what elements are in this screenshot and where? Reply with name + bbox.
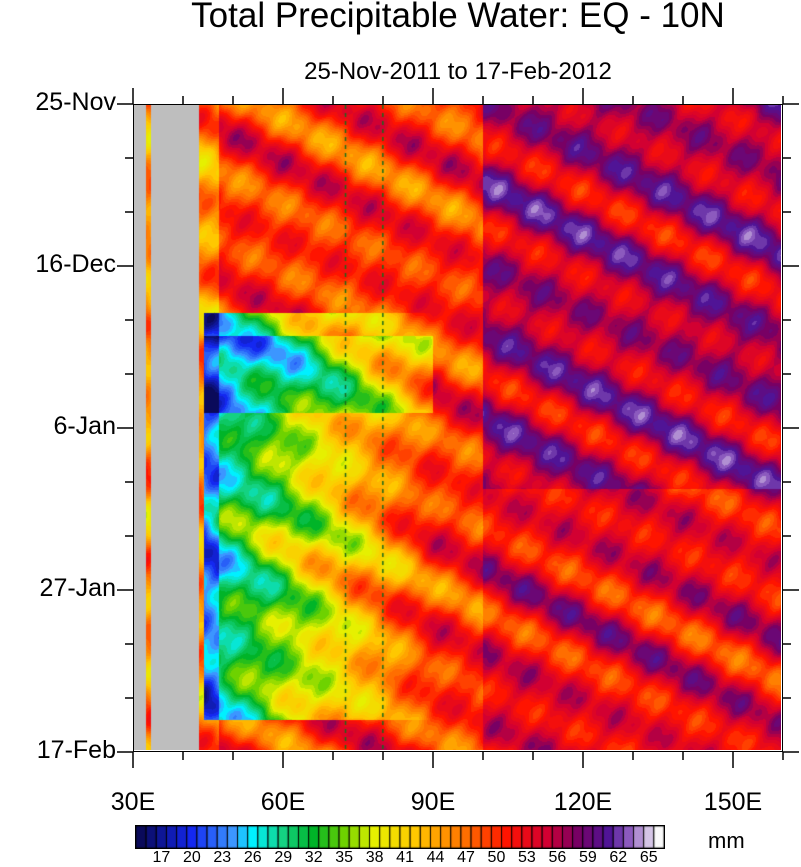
precipitable-water-field [134,105,781,750]
x-tick-label: 150E [703,788,763,816]
colorbar-label: 41 [396,849,414,866]
colorbar-label: 23 [213,849,232,866]
colorbar-label: 56 [548,849,567,866]
colorbar-label: 20 [182,849,201,866]
colorbar [135,825,665,849]
y-tick-label: 27-Jan [39,574,116,602]
colorbar-label: 59 [578,849,597,866]
colorbar-label: 53 [518,849,536,866]
colorbar-label: 17 [152,849,171,866]
x-tick-label: 30E [110,788,156,816]
colorbar-units: mm [708,828,745,853]
chart-title: Total Precipitable Water: EQ - 10N [191,0,725,35]
y-tick-label: 25-Nov [35,88,116,116]
colorbar-label: 47 [457,849,475,866]
chart-subtitle: 25-Nov-2011 to 17-Feb-2012 [304,58,612,85]
plot-area [133,104,783,752]
y-tick-label: 17-Feb [36,736,116,764]
colorbar-label: 44 [426,849,445,866]
y-tick-label: 16-Dec [35,250,116,278]
colorbar-label: 62 [609,849,628,866]
x-tick-label: 120E [553,788,613,816]
colorbar-label: 50 [487,849,506,866]
colorbar-label: 32 [304,849,323,866]
y-tick-label: 6-Jan [53,412,116,440]
colorbar-label: 29 [274,849,293,866]
x-tick-label: 60E [260,788,306,816]
colorbar-label: 65 [639,849,658,866]
colorbar-label: 38 [365,849,384,866]
x-tick-label: 90E [410,788,456,816]
colorbar-label: 35 [335,849,354,866]
colorbar-label: 26 [243,849,262,866]
